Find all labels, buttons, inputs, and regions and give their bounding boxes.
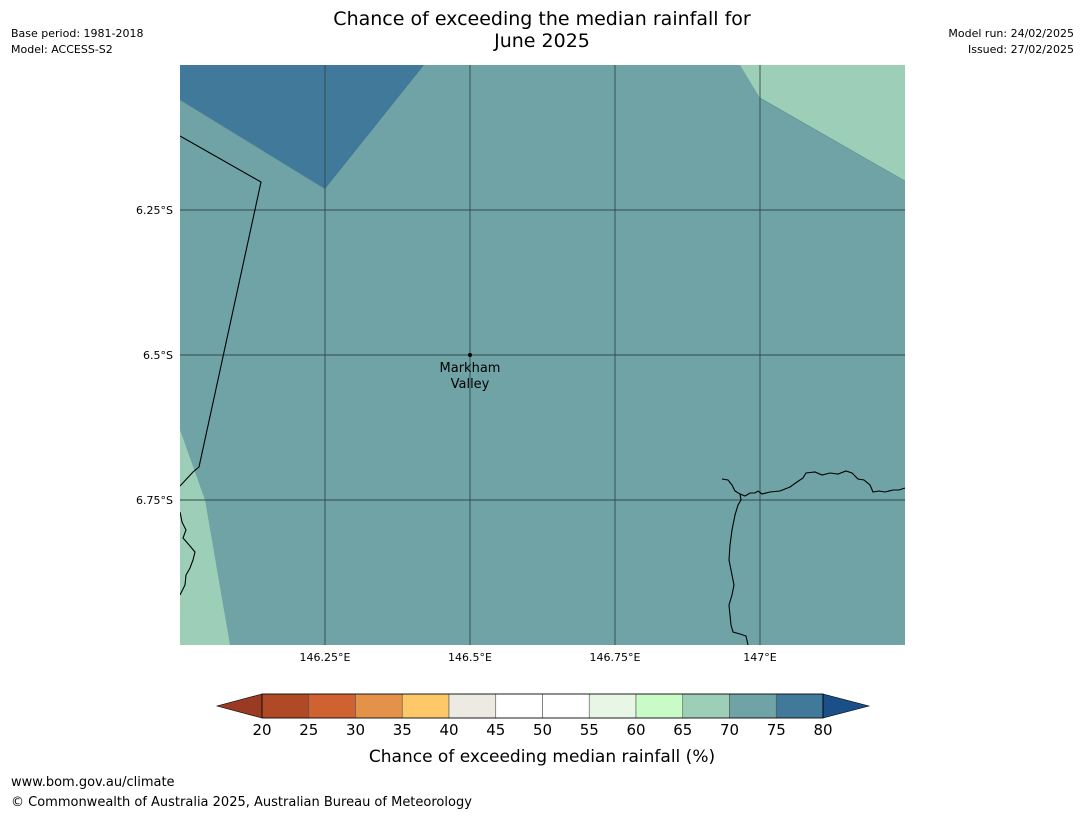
colorbar-tick-label: 65 xyxy=(673,721,692,739)
longitude-tick-labels: 146.25°E 146.5°E 146.75°E 147°E xyxy=(300,651,777,664)
colorbar-segment xyxy=(775,693,824,719)
colorbar-under-arrow xyxy=(215,693,263,719)
colorbar-tick-label: 35 xyxy=(393,721,412,739)
probability-zone-65-70-northeast xyxy=(740,65,905,181)
title-line-2: June 2025 xyxy=(494,30,590,52)
longitude-tick-label: 147°E xyxy=(743,651,776,664)
colorbar-frame xyxy=(261,693,824,719)
colorbar-segment xyxy=(401,693,450,719)
colorbar: 20 25 30 35 40 45 50 55 60 65 70 75 80 xyxy=(215,693,871,739)
colorbar-over-arrow xyxy=(822,693,871,719)
coastline-east xyxy=(728,493,749,645)
coastline-west xyxy=(180,511,196,596)
meta-right: Model run: 24/02/2025 Issued: 27/02/2025 xyxy=(948,26,1074,58)
colorbar-segment xyxy=(355,693,403,719)
colorbar-segment xyxy=(495,693,543,719)
colorbar-tick-label: 25 xyxy=(299,721,318,739)
colorbar-segment xyxy=(308,693,356,719)
map-title: Chance of exceeding the median rainfall … xyxy=(242,8,842,52)
zone-edge xyxy=(180,99,326,190)
footer-copyright: © Commonwealth of Australia 2025, Austra… xyxy=(11,795,472,810)
probability-zone-65-70-southwest xyxy=(180,430,230,645)
colorbar-segment xyxy=(542,693,590,719)
colorbar-segment xyxy=(635,693,684,719)
base-period: Base period: 1981-2018 xyxy=(11,27,144,40)
colorbar-tick-label: 55 xyxy=(580,721,599,739)
border-line xyxy=(180,135,262,487)
colorbar-tick-label: 75 xyxy=(767,721,786,739)
latitude-tick-label: 6.5°S xyxy=(143,349,173,362)
colorbar-tick-label: 45 xyxy=(486,721,505,739)
place-label: Valley xyxy=(451,377,490,392)
longitude-tick-label: 146.25°E xyxy=(300,651,351,664)
colorbar-segment xyxy=(729,693,777,719)
colorbar-tick-label: 60 xyxy=(626,721,645,739)
issued-date: Issued: 27/02/2025 xyxy=(967,43,1074,56)
colorbar-tick-label: 30 xyxy=(346,721,365,739)
colorbar-tick-label: 70 xyxy=(720,721,739,739)
footer-url[interactable]: www.bom.gov.au/climate xyxy=(11,775,175,790)
probability-zone-75-80 xyxy=(180,65,424,189)
colorbar-tick-label: 20 xyxy=(252,721,271,739)
zone-edge xyxy=(759,97,905,182)
colorbar-tick-label: 80 xyxy=(813,721,832,739)
title-line-1: Chance of exceeding the median rainfall … xyxy=(333,8,751,30)
colorbar-segment xyxy=(682,693,730,719)
latitude-tick-labels: 6.25°S 6.5°S 6.75°S xyxy=(136,204,173,507)
colorbar-segment xyxy=(588,693,637,719)
latitude-tick-label: 6.75°S xyxy=(136,494,173,507)
colorbar-segment xyxy=(448,693,497,719)
latitude-tick-label: 6.25°S xyxy=(136,204,173,217)
place-marker xyxy=(468,353,472,357)
colorbar-tick-label: 50 xyxy=(533,721,552,739)
colorbar-tick-label: 40 xyxy=(439,721,458,739)
meta-left: Base period: 1981-2018 Model: ACCESS-S2 xyxy=(11,26,143,58)
colorbar-title: Chance of exceeding median rainfall (%) xyxy=(369,747,715,767)
longitude-tick-label: 146.75°E xyxy=(590,651,641,664)
colorbar-segment xyxy=(261,693,310,719)
model-name: Model: ACCESS-S2 xyxy=(11,43,113,56)
place-label: Markham xyxy=(440,361,501,376)
longitude-tick-label: 146.5°E xyxy=(448,651,492,664)
model-run: Model run: 24/02/2025 xyxy=(948,27,1074,40)
coastline-northeast xyxy=(721,470,905,497)
